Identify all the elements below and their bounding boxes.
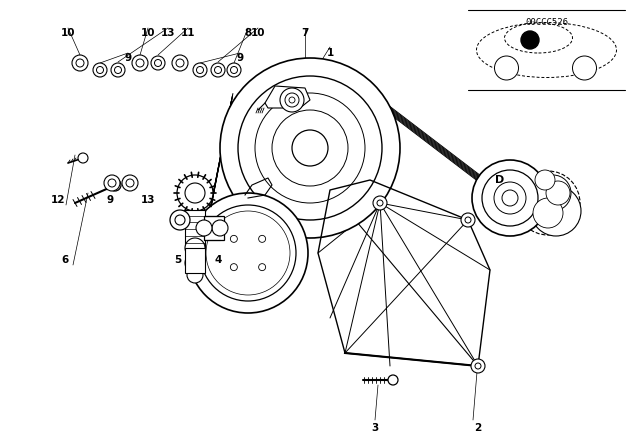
Text: 5: 5 xyxy=(174,255,182,265)
Circle shape xyxy=(230,66,237,73)
Text: 12: 12 xyxy=(51,195,65,205)
Circle shape xyxy=(196,66,204,73)
Text: 13: 13 xyxy=(161,28,175,38)
Ellipse shape xyxy=(504,23,573,53)
Circle shape xyxy=(78,153,88,163)
Circle shape xyxy=(521,31,539,49)
Circle shape xyxy=(200,205,296,301)
Circle shape xyxy=(535,170,555,190)
Circle shape xyxy=(289,97,295,103)
Circle shape xyxy=(108,179,116,187)
Circle shape xyxy=(185,253,205,273)
Circle shape xyxy=(170,210,190,230)
Circle shape xyxy=(230,235,237,242)
Circle shape xyxy=(196,220,212,236)
Circle shape xyxy=(172,55,188,71)
Text: 10: 10 xyxy=(141,28,156,38)
Circle shape xyxy=(211,63,225,77)
Circle shape xyxy=(115,66,122,73)
Circle shape xyxy=(151,56,165,70)
Text: 6: 6 xyxy=(61,255,68,265)
Circle shape xyxy=(573,56,596,80)
Ellipse shape xyxy=(477,22,616,78)
Circle shape xyxy=(516,171,580,235)
Circle shape xyxy=(377,200,383,206)
Circle shape xyxy=(465,217,471,223)
Circle shape xyxy=(272,110,348,186)
Text: 10: 10 xyxy=(61,28,76,38)
Circle shape xyxy=(97,66,104,73)
Circle shape xyxy=(531,186,581,236)
Circle shape xyxy=(185,238,205,258)
Circle shape xyxy=(122,175,138,191)
Circle shape xyxy=(238,243,258,263)
Circle shape xyxy=(132,55,148,71)
Circle shape xyxy=(187,267,203,283)
Circle shape xyxy=(495,56,518,80)
Circle shape xyxy=(535,175,571,211)
Text: 13: 13 xyxy=(141,195,156,205)
Circle shape xyxy=(255,93,365,203)
Circle shape xyxy=(175,215,185,225)
Text: 7: 7 xyxy=(301,28,308,38)
Circle shape xyxy=(93,63,107,77)
Circle shape xyxy=(373,196,387,210)
Text: D: D xyxy=(495,175,504,185)
Text: 10: 10 xyxy=(251,28,265,38)
Circle shape xyxy=(176,59,184,67)
Circle shape xyxy=(475,363,481,369)
Text: 2: 2 xyxy=(474,423,482,433)
Text: 11: 11 xyxy=(180,28,195,38)
Circle shape xyxy=(285,93,299,107)
Text: 8: 8 xyxy=(244,28,252,38)
Circle shape xyxy=(292,130,328,166)
Circle shape xyxy=(193,63,207,77)
Text: 9: 9 xyxy=(124,53,132,63)
Circle shape xyxy=(472,160,548,236)
Bar xyxy=(204,216,224,240)
Circle shape xyxy=(212,220,228,236)
Circle shape xyxy=(76,59,84,67)
Circle shape xyxy=(136,59,144,67)
Bar xyxy=(185,248,205,273)
Circle shape xyxy=(494,182,526,214)
Circle shape xyxy=(212,217,284,289)
Circle shape xyxy=(177,175,213,211)
Circle shape xyxy=(72,55,88,71)
Circle shape xyxy=(218,223,278,283)
Text: 3: 3 xyxy=(371,423,379,433)
Circle shape xyxy=(220,58,400,238)
Circle shape xyxy=(111,63,125,77)
Circle shape xyxy=(502,190,518,206)
Circle shape xyxy=(388,375,398,385)
Circle shape xyxy=(259,263,266,271)
Bar xyxy=(185,210,205,248)
Circle shape xyxy=(104,175,120,191)
Circle shape xyxy=(154,60,161,66)
Polygon shape xyxy=(265,86,310,108)
Circle shape xyxy=(109,179,121,191)
Text: 9: 9 xyxy=(236,53,244,63)
Circle shape xyxy=(259,235,266,242)
Text: 1: 1 xyxy=(326,48,333,58)
Circle shape xyxy=(533,198,563,228)
Text: 00CCC526: 00CCC526 xyxy=(525,18,568,27)
Text: 4: 4 xyxy=(214,255,221,265)
Circle shape xyxy=(461,213,475,227)
Circle shape xyxy=(206,211,290,295)
Circle shape xyxy=(238,76,382,220)
Circle shape xyxy=(185,183,205,203)
Circle shape xyxy=(482,170,538,226)
Circle shape xyxy=(126,179,134,187)
Circle shape xyxy=(280,88,304,112)
Circle shape xyxy=(188,193,308,313)
Text: 9: 9 xyxy=(106,195,113,205)
Circle shape xyxy=(227,63,241,77)
Circle shape xyxy=(546,181,570,205)
Circle shape xyxy=(471,359,485,373)
Circle shape xyxy=(230,263,237,271)
Circle shape xyxy=(214,66,221,73)
